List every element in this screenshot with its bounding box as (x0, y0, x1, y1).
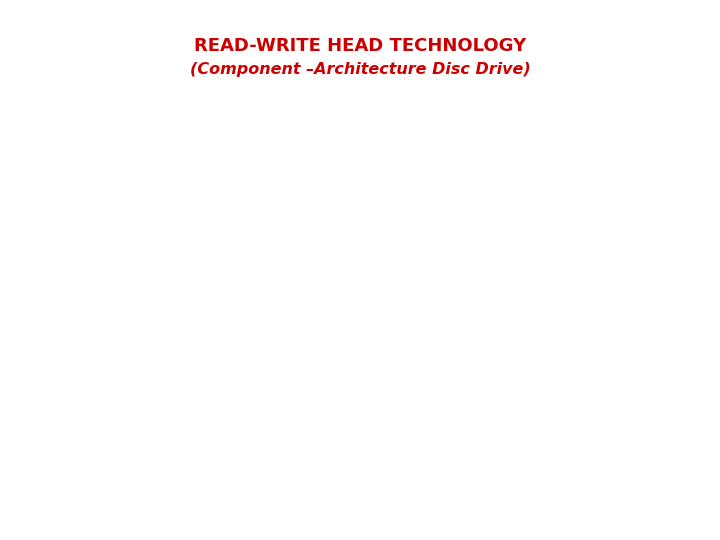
Text: Recording Density: Recording Density (71, 116, 211, 131)
Text: T1: Ferrite head technology: T1: Ferrite head technology (146, 197, 407, 215)
Text: 2T: 2T (631, 512, 651, 528)
Text: Man hours invested/Years: Man hours invested/Years (441, 535, 618, 540)
Text: (Component –Architecture Disc Drive): (Component –Architecture Disc Drive) (189, 62, 531, 77)
Text: Smaller, more
precise dimensions: Smaller, more precise dimensions (90, 346, 238, 379)
Text: t1: t1 (433, 512, 449, 528)
Text: e0: e0 (49, 335, 68, 350)
Text: T3: Magneto resistive head: T3: Magneto resistive head (328, 109, 554, 127)
Text: e1: e1 (49, 267, 68, 282)
Text: t0: t0 (289, 512, 305, 528)
Text: READ-WRITE HEAD TECHNOLOGY: READ-WRITE HEAD TECHNOLOGY (194, 37, 526, 55)
Text: T2: Thin film head: T2: Thin film head (190, 182, 359, 200)
